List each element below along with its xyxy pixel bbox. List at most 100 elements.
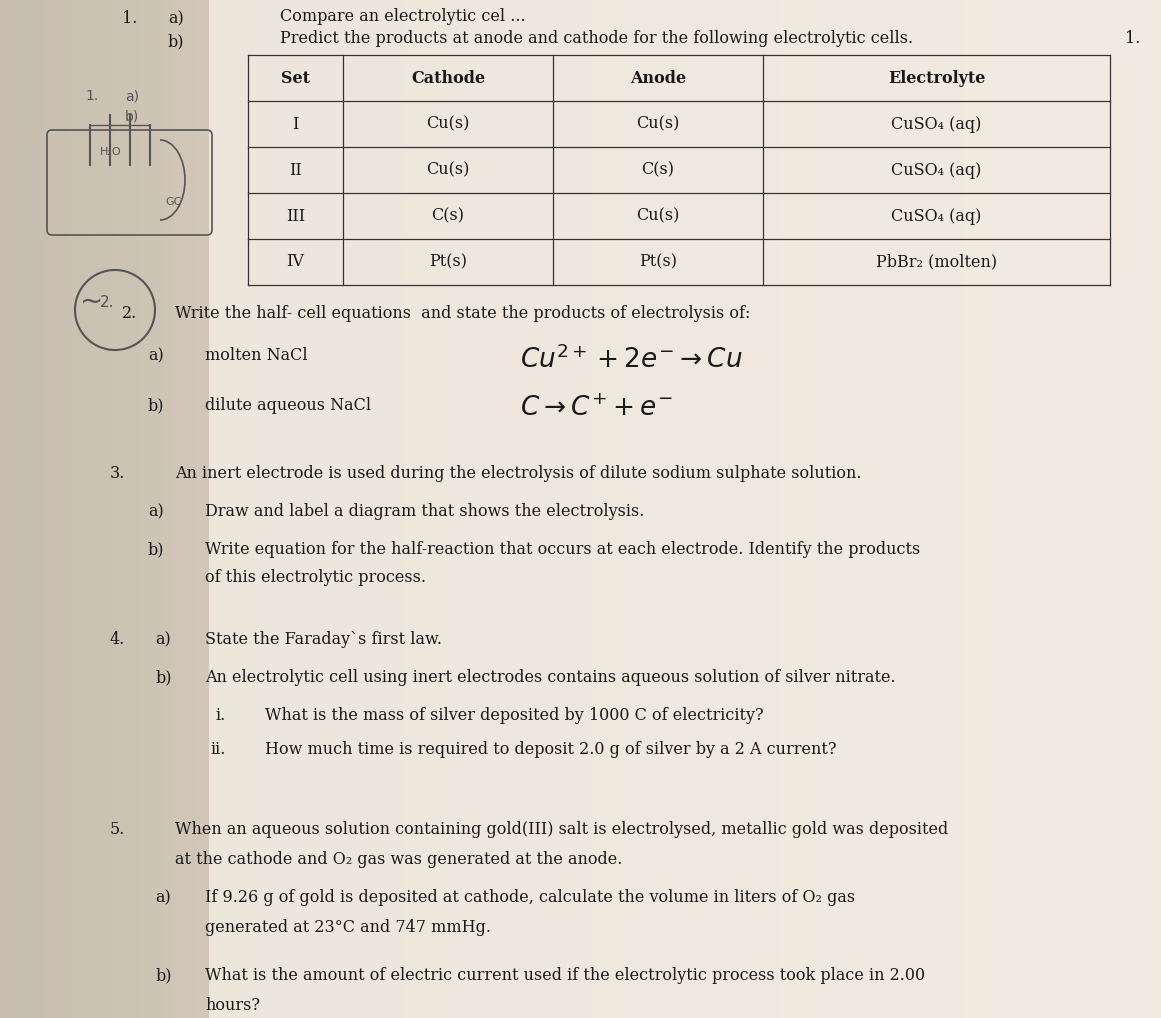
Bar bbox=[998, 0, 1010, 1018]
Bar bbox=[499, 0, 511, 1018]
Text: a): a) bbox=[147, 503, 164, 520]
Text: III: III bbox=[286, 208, 305, 225]
Bar bbox=[650, 0, 662, 1018]
Bar bbox=[824, 0, 836, 1018]
Bar bbox=[186, 0, 197, 1018]
Bar bbox=[395, 0, 406, 1018]
Bar bbox=[337, 0, 348, 1018]
Bar bbox=[1149, 0, 1161, 1018]
Bar bbox=[975, 0, 987, 1018]
Bar bbox=[673, 0, 685, 1018]
Text: 2.: 2. bbox=[100, 295, 115, 310]
Bar bbox=[743, 0, 755, 1018]
Bar bbox=[325, 0, 337, 1018]
Text: IV: IV bbox=[287, 253, 304, 271]
Bar bbox=[1103, 0, 1115, 1018]
Text: b): b) bbox=[156, 967, 172, 984]
Bar bbox=[1045, 0, 1057, 1018]
Text: C(s): C(s) bbox=[432, 208, 464, 225]
Text: at the cathode and O₂ gas was generated at the anode.: at the cathode and O₂ gas was generated … bbox=[175, 851, 622, 868]
Bar bbox=[70, 0, 81, 1018]
Bar bbox=[697, 0, 708, 1018]
Text: Cu(s): Cu(s) bbox=[636, 115, 679, 132]
Bar bbox=[232, 0, 244, 1018]
Bar bbox=[406, 0, 418, 1018]
Text: b): b) bbox=[147, 541, 165, 558]
Bar bbox=[151, 0, 163, 1018]
Bar bbox=[940, 0, 952, 1018]
Bar bbox=[708, 0, 720, 1018]
Text: 5.: 5. bbox=[110, 821, 125, 838]
Bar bbox=[163, 0, 174, 1018]
Text: When an aqueous solution containing gold(III) salt is electrolysed, metallic gol: When an aqueous solution containing gold… bbox=[175, 821, 949, 838]
Text: CuSO₄ (aq): CuSO₄ (aq) bbox=[892, 208, 982, 225]
Bar bbox=[964, 0, 975, 1018]
Text: $C \rightarrow C^{+} + e^{-}$: $C \rightarrow C^{+} + e^{-}$ bbox=[520, 395, 672, 421]
Text: a): a) bbox=[156, 631, 171, 648]
Bar bbox=[952, 0, 964, 1018]
Bar bbox=[81, 0, 93, 1018]
Text: of this electrolytic process.: of this electrolytic process. bbox=[205, 569, 426, 586]
Text: b): b) bbox=[156, 669, 172, 686]
Text: An electrolytic cell using inert electrodes contains aqueous solution of silver : An electrolytic cell using inert electro… bbox=[205, 669, 895, 686]
Bar bbox=[104, 0, 116, 1018]
Bar bbox=[1068, 0, 1080, 1018]
Bar bbox=[789, 0, 801, 1018]
Text: 4.: 4. bbox=[110, 631, 125, 648]
Bar bbox=[1057, 0, 1068, 1018]
Bar bbox=[464, 0, 476, 1018]
Bar bbox=[569, 0, 580, 1018]
Bar bbox=[848, 0, 859, 1018]
Text: If 9.26 g of gold is deposited at cathode, calculate the volume in liters of O₂ : If 9.26 g of gold is deposited at cathod… bbox=[205, 889, 856, 906]
Bar bbox=[430, 0, 441, 1018]
Text: Anode: Anode bbox=[630, 69, 686, 87]
Text: ii.: ii. bbox=[210, 741, 225, 758]
Bar bbox=[662, 0, 673, 1018]
Text: 3.: 3. bbox=[110, 465, 125, 482]
Bar bbox=[58, 0, 70, 1018]
Bar bbox=[209, 0, 221, 1018]
Bar bbox=[174, 0, 186, 1018]
Bar bbox=[615, 0, 627, 1018]
Text: i.: i. bbox=[215, 706, 225, 724]
Bar bbox=[116, 0, 128, 1018]
Bar bbox=[639, 0, 650, 1018]
Text: How much time is required to deposit 2.0 g of silver by a 2 A current?: How much time is required to deposit 2.0… bbox=[265, 741, 836, 758]
Bar bbox=[801, 0, 813, 1018]
Bar bbox=[1138, 0, 1149, 1018]
Bar bbox=[488, 0, 499, 1018]
Text: CuSO₄ (aq): CuSO₄ (aq) bbox=[892, 162, 982, 178]
Bar bbox=[255, 0, 267, 1018]
Text: Pt(s): Pt(s) bbox=[639, 253, 677, 271]
Bar bbox=[1010, 0, 1022, 1018]
Text: Cu(s): Cu(s) bbox=[426, 115, 470, 132]
Bar bbox=[987, 0, 998, 1018]
Bar bbox=[592, 0, 604, 1018]
Bar bbox=[917, 0, 929, 1018]
Text: 1.: 1. bbox=[1125, 30, 1140, 47]
Text: Set: Set bbox=[281, 69, 310, 87]
Bar bbox=[93, 0, 104, 1018]
Bar bbox=[1091, 0, 1103, 1018]
Text: Electrolyte: Electrolyte bbox=[888, 69, 986, 87]
Bar bbox=[360, 0, 372, 1018]
Bar bbox=[929, 0, 940, 1018]
Bar bbox=[1080, 0, 1091, 1018]
Bar bbox=[778, 0, 789, 1018]
Text: State the Faraday`s first law.: State the Faraday`s first law. bbox=[205, 631, 442, 648]
Bar bbox=[546, 0, 557, 1018]
Bar bbox=[1033, 0, 1045, 1018]
Bar bbox=[1126, 0, 1138, 1018]
Text: 1.: 1. bbox=[85, 89, 99, 103]
Text: Cu(s): Cu(s) bbox=[636, 208, 679, 225]
Bar bbox=[627, 0, 639, 1018]
Bar bbox=[1115, 0, 1126, 1018]
Text: a): a) bbox=[156, 889, 171, 906]
Bar bbox=[871, 0, 882, 1018]
Bar bbox=[267, 0, 279, 1018]
Bar bbox=[580, 0, 592, 1018]
Bar bbox=[313, 0, 325, 1018]
Bar bbox=[244, 0, 255, 1018]
Text: H₂O: H₂O bbox=[100, 147, 122, 157]
Text: generated at 23°C and 747 mmHg.: generated at 23°C and 747 mmHg. bbox=[205, 919, 491, 936]
